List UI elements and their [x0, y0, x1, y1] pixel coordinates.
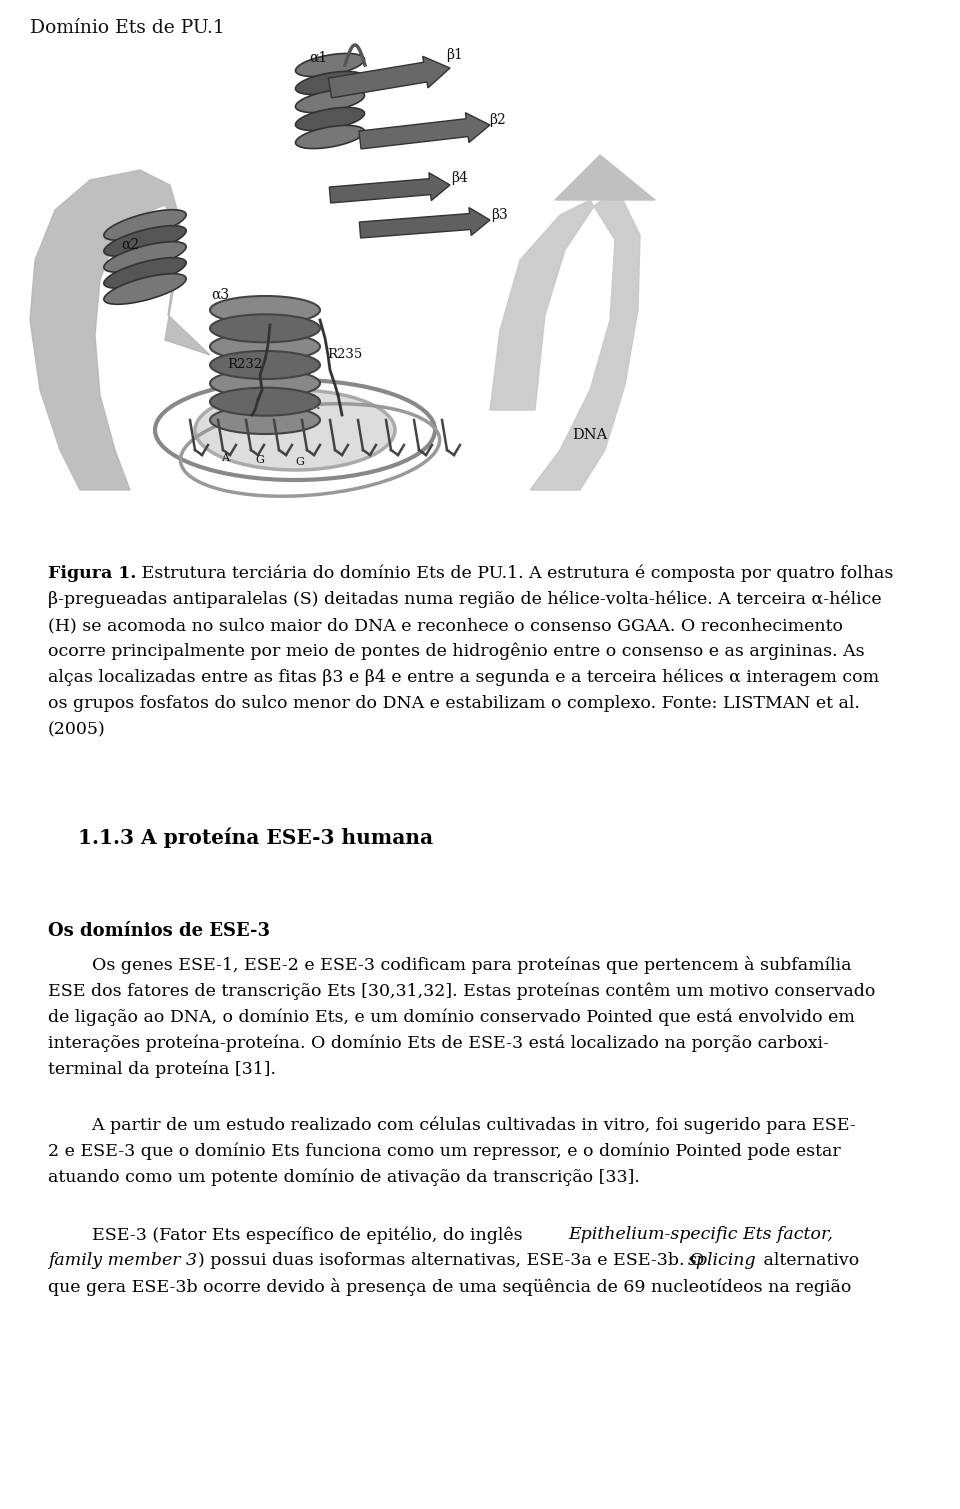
Text: ESE-3 (Fator Ets específico de epitélio, do inglês: ESE-3 (Fator Ets específico de epitélio,…	[48, 1225, 528, 1243]
Polygon shape	[555, 155, 655, 201]
Text: 1.1.3 A proteína ESE-3 humana: 1.1.3 A proteína ESE-3 humana	[78, 827, 433, 848]
Ellipse shape	[210, 370, 320, 397]
Ellipse shape	[104, 273, 186, 305]
Text: Figura 1.: Figura 1.	[48, 564, 136, 582]
Polygon shape	[490, 190, 640, 490]
Ellipse shape	[210, 314, 320, 343]
Text: β2: β2	[490, 113, 506, 127]
Text: ocorre principalmente por meio de pontes de hidrogênio entre o consenso e as arg: ocorre principalmente por meio de pontes…	[48, 643, 865, 661]
Ellipse shape	[210, 388, 320, 415]
Text: R232: R232	[228, 359, 263, 371]
Text: β-pregueadas antiparalelas (S) deitadas numa região de hélice-volta-hélice. A te: β-pregueadas antiparalelas (S) deitadas …	[48, 592, 881, 608]
Text: Os genes ESE-1, ESE-2 e ESE-3 codificam para proteínas que pertencem à subfamíli: Os genes ESE-1, ESE-2 e ESE-3 codificam …	[48, 957, 852, 973]
Text: Epithelium-specific Ets factor,: Epithelium-specific Ets factor,	[568, 1225, 833, 1243]
Ellipse shape	[195, 389, 395, 469]
Ellipse shape	[296, 107, 365, 131]
Ellipse shape	[104, 241, 186, 272]
Text: os grupos fosfatos do sulco menor do DNA e estabilizam o complexo. Fonte: LISTMA: os grupos fosfatos do sulco menor do DNA…	[48, 696, 860, 712]
Text: R235: R235	[327, 349, 363, 362]
Ellipse shape	[296, 89, 365, 113]
Text: α2: α2	[121, 238, 139, 252]
FancyArrow shape	[329, 172, 450, 204]
Text: Domínio Ets de PU.1: Domínio Ets de PU.1	[30, 20, 225, 38]
Text: α3: α3	[211, 288, 229, 302]
Ellipse shape	[210, 332, 320, 361]
Text: A: A	[221, 453, 229, 463]
Ellipse shape	[296, 71, 365, 95]
Text: alternativo: alternativo	[758, 1252, 859, 1269]
Polygon shape	[30, 171, 210, 490]
Ellipse shape	[104, 210, 186, 240]
Text: β1: β1	[446, 48, 464, 62]
Text: alças localizadas entre as fitas β3 e β4 e entre a segunda e a terceira hélices : alças localizadas entre as fitas β3 e β4…	[48, 668, 879, 687]
Text: (2005): (2005)	[48, 721, 106, 738]
FancyArrow shape	[328, 56, 450, 98]
Ellipse shape	[210, 352, 320, 379]
Ellipse shape	[104, 258, 186, 288]
Text: A partir de um estudo realizado com células cultivadas in vitro, foi sugerido pa: A partir de um estudo realizado com célu…	[48, 1117, 855, 1135]
Text: family member 3: family member 3	[48, 1252, 197, 1269]
Text: β4: β4	[451, 171, 468, 186]
Text: α1: α1	[309, 51, 327, 65]
Text: β3: β3	[492, 208, 509, 222]
Text: G: G	[296, 457, 304, 466]
Ellipse shape	[210, 406, 320, 435]
Text: splicing: splicing	[688, 1252, 756, 1269]
Text: atuando como um potente domínio de ativação da transcrição [33].: atuando como um potente domínio de ativa…	[48, 1169, 640, 1186]
FancyArrow shape	[359, 208, 490, 238]
Ellipse shape	[296, 53, 365, 77]
Ellipse shape	[104, 226, 186, 257]
Text: que gera ESE-3b ocorre devido à presença de uma seqüência de 69 nucleotídeos na : que gera ESE-3b ocorre devido à presença…	[48, 1278, 852, 1296]
Text: ESE dos fatores de transcrição Ets [30,31,32]. Estas proteínas contêm um motivo : ESE dos fatores de transcrição Ets [30,3…	[48, 982, 876, 999]
Ellipse shape	[210, 296, 320, 324]
Text: (H) se acomoda no sulco maior do DNA e reconhece o consenso GGAA. O reconhecimen: (H) se acomoda no sulco maior do DNA e r…	[48, 617, 843, 634]
Ellipse shape	[296, 125, 365, 148]
Text: terminal da proteína [31].: terminal da proteína [31].	[48, 1059, 276, 1077]
FancyArrow shape	[359, 113, 490, 149]
Text: DNA: DNA	[572, 429, 608, 442]
Text: de ligação ao DNA, o domínio Ets, e um domínio conservado Pointed que está envol: de ligação ao DNA, o domínio Ets, e um d…	[48, 1008, 854, 1026]
Text: ) possui duas isoformas alternativas, ESE-3a e ESE-3b. O: ) possui duas isoformas alternativas, ES…	[198, 1252, 709, 1269]
Text: 2 e ESE-3 que o domínio Ets funciona como um repressor, e o domínio Pointed pode: 2 e ESE-3 que o domínio Ets funciona com…	[48, 1142, 841, 1160]
Text: Os domínios de ESE-3: Os domínios de ESE-3	[48, 922, 270, 940]
Text: G: G	[255, 456, 264, 465]
Text: Estrutura terciária do domínio Ets de PU.1. A estrutura é composta por quatro fo: Estrutura terciária do domínio Ets de PU…	[136, 564, 894, 582]
Text: interações proteína-proteína. O domínio Ets de ESE-3 está localizado na porção c: interações proteína-proteína. O domínio …	[48, 1034, 828, 1052]
